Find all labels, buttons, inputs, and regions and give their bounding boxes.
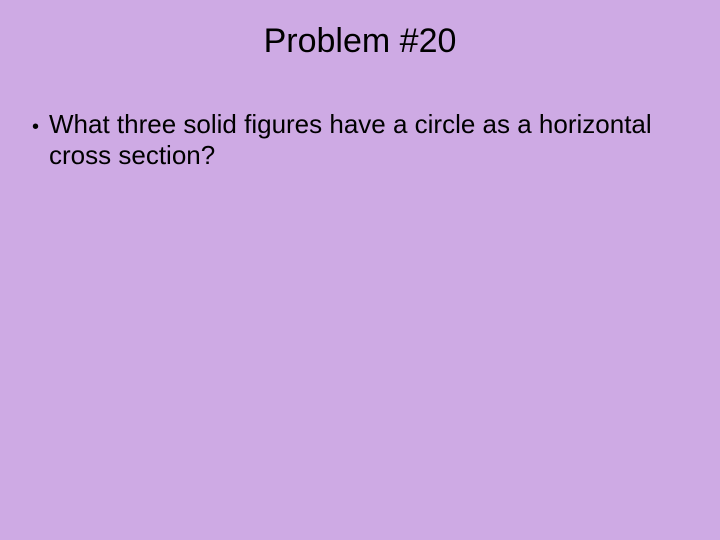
bullet-item: • What three solid figures have a circle… [0,109,720,170]
bullet-marker: • [32,109,39,137]
bullet-text: What three solid figures have a circle a… [49,109,668,170]
slide: Problem #20 • What three solid figures h… [0,0,720,540]
slide-title: Problem #20 [0,22,720,61]
